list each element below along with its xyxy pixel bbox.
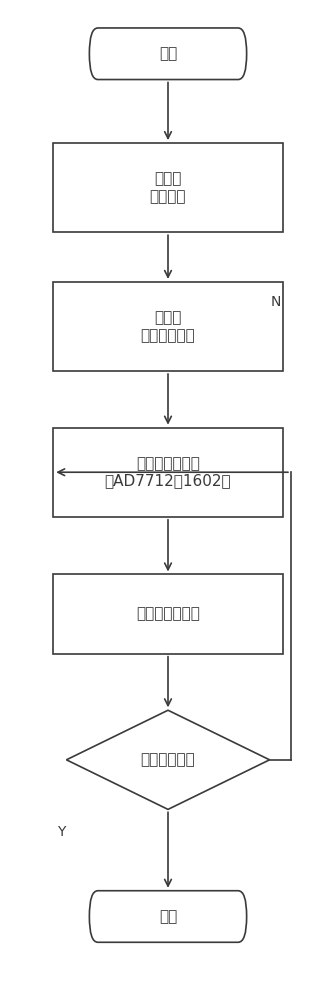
Bar xyxy=(53,282,283,371)
Text: Y: Y xyxy=(57,825,66,839)
FancyBboxPatch shape xyxy=(89,28,247,80)
Polygon shape xyxy=(67,710,269,809)
FancyBboxPatch shape xyxy=(89,891,247,942)
Text: 各功能模块程序: 各功能模块程序 xyxy=(136,607,200,622)
Bar xyxy=(53,143,283,232)
Bar xyxy=(53,574,283,654)
Text: N: N xyxy=(271,295,281,309)
Text: 开始: 开始 xyxy=(159,46,177,61)
Text: 初始化
微处理器外设: 初始化 微处理器外设 xyxy=(141,310,195,343)
Text: 初始化外围设备
（AD7712、1602）: 初始化外围设备 （AD7712、1602） xyxy=(105,456,231,488)
Text: 是否完成测温: 是否完成测温 xyxy=(141,752,195,767)
Text: 结束: 结束 xyxy=(159,909,177,924)
Bar xyxy=(53,428,283,517)
Text: 初始化
系统时钟: 初始化 系统时钟 xyxy=(150,171,186,204)
